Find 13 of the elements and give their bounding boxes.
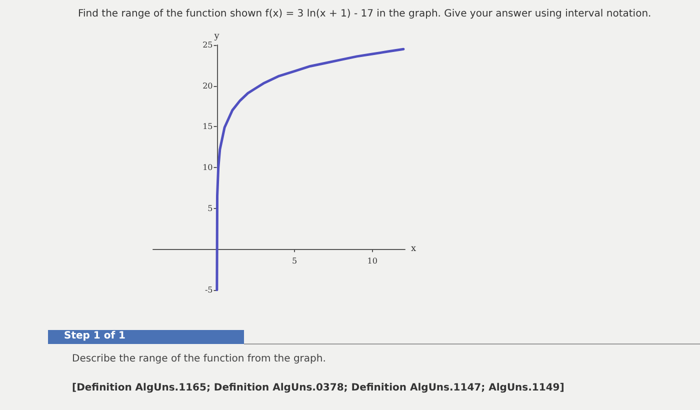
x-axis-title: x — [411, 244, 416, 254]
text: Describe the range of the function from the graph. — [72, 354, 326, 364]
chart-title: Find the range of the function shown f(x) = 3 ln(x + 1) - 17 in the graph. Give your answer using interval notation. — [78, 8, 652, 20]
y-tick-label: 15 — [202, 122, 213, 132]
line-series — [216, 48, 405, 292]
y-tick-label: 5 — [208, 204, 213, 213]
y-tick-label: -5 — [204, 286, 213, 294]
text: [Definition AlgUns.1165; Definition AlgUns.0378; Definition AlgUns.1147; AlgUns.1149] — [72, 382, 564, 394]
y-tick-label: 25 — [202, 40, 213, 50]
y-tick-label: 10 — [202, 163, 213, 172]
y-axis-title: y — [213, 32, 220, 42]
text: Step 1 of 1 — [64, 330, 126, 342]
y-tick-label: 20 — [202, 81, 213, 90]
